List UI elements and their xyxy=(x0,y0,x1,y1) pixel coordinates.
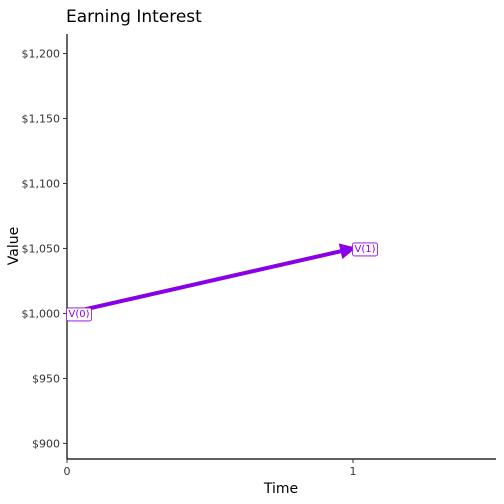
y-tick-label: $1,050 xyxy=(22,242,61,255)
point-label-text: V(1) xyxy=(354,244,375,255)
x-tick-label: 1 xyxy=(350,465,357,478)
y-tick-label: $1,100 xyxy=(22,177,61,190)
y-tick-label: $1,150 xyxy=(22,112,61,125)
y-tick-label: $950 xyxy=(32,372,60,385)
y-axis-title: Value xyxy=(6,227,22,265)
series-layer: V(0) V(1) xyxy=(66,242,378,322)
y-axis-ticks: $900 $950 $1,000 $1,050 $1,100 $1,150 $1,200 xyxy=(22,47,67,450)
chart-title: Earning Interest xyxy=(66,7,202,27)
x-tick-label: 0 xyxy=(64,465,71,478)
series-arrow-segment xyxy=(66,243,357,316)
y-tick-label: $1,000 xyxy=(22,307,61,320)
point-label: V(0) xyxy=(66,307,92,322)
y-tick-label: $900 xyxy=(32,437,60,450)
x-axis-title: Time xyxy=(263,481,298,497)
point-label: V(1) xyxy=(352,242,378,257)
y-tick-label: $1,200 xyxy=(22,47,61,60)
point-label-box xyxy=(352,242,378,257)
point-label-box xyxy=(66,307,92,322)
point-label-text: V(0) xyxy=(68,309,89,320)
